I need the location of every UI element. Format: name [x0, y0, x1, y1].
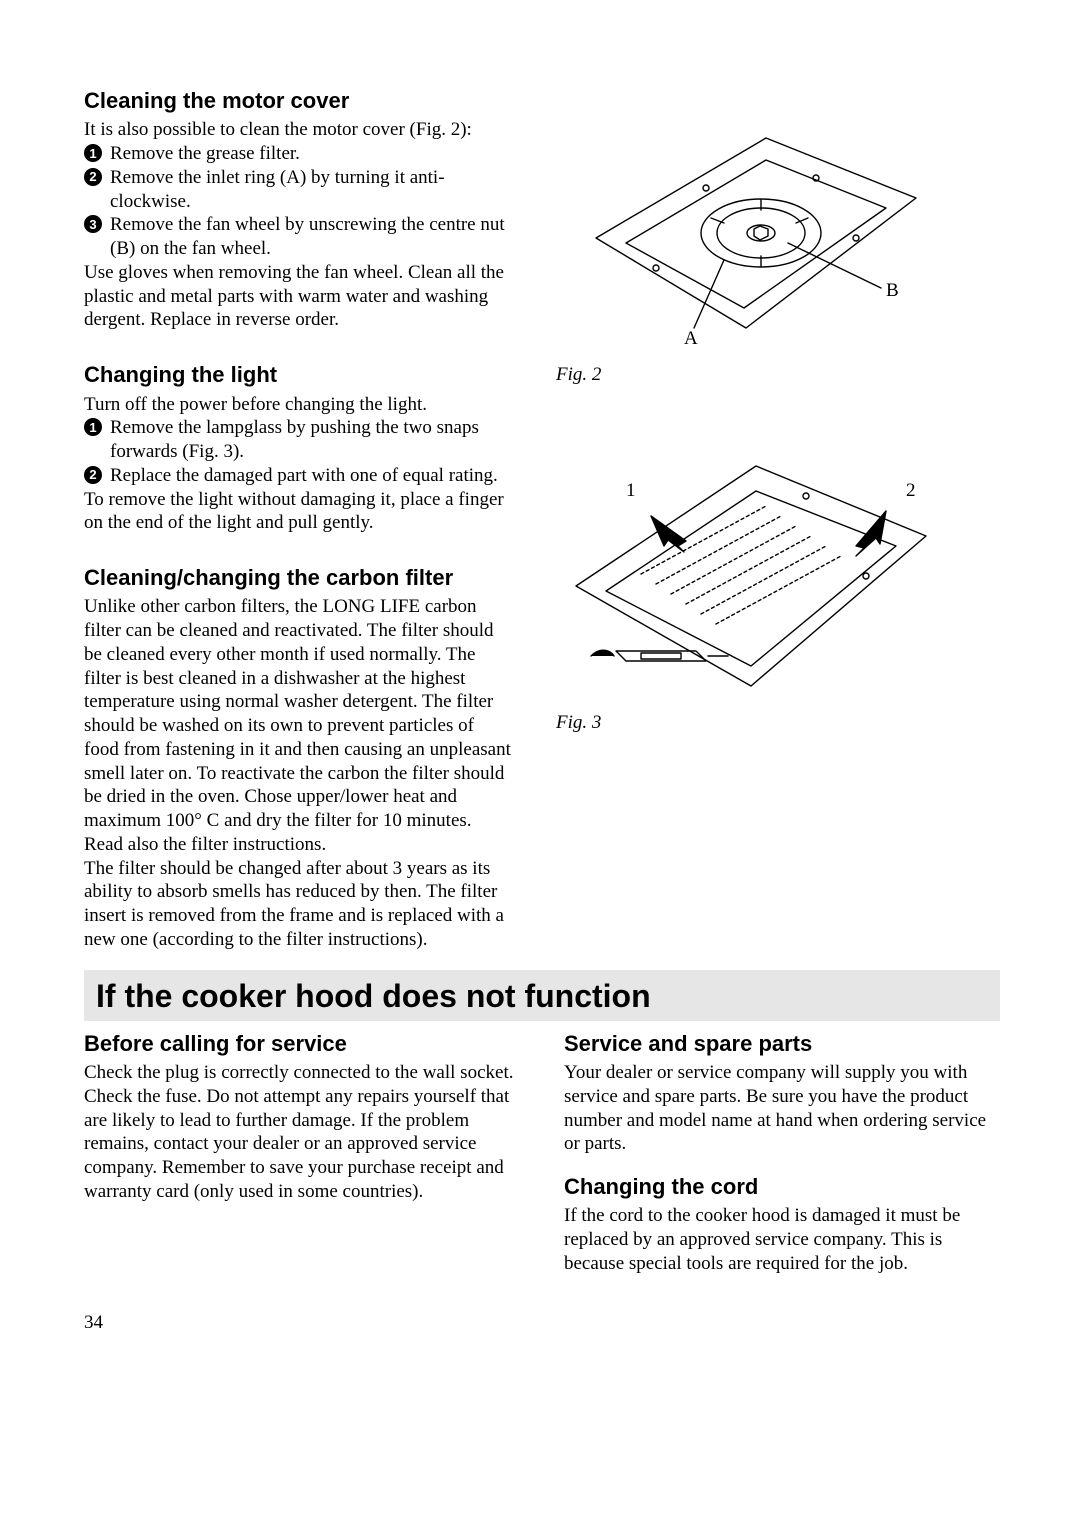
service-parts-body: Your dealer or service company will supp…: [564, 1061, 1000, 1156]
heading-changing-cord: Changing the cord: [564, 1174, 1000, 1200]
changing-cord-body: If the cord to the cooker hood is damage…: [564, 1204, 1000, 1275]
troubleshoot-banner: If the cooker hood does not function: [84, 970, 1000, 1021]
section-changing-light: Changing the light Turn off the power be…: [84, 362, 512, 535]
figure-2-label-b: B: [886, 280, 899, 301]
left-column: Cleaning the motor cover It is also poss…: [84, 88, 512, 952]
changing-light-intro: Turn off the power before changing the l…: [84, 393, 512, 417]
step-text: Remove the lampglass by pushing the two …: [110, 417, 479, 462]
section-motor-cover: Cleaning the motor cover It is also poss…: [84, 88, 512, 332]
figure-3-label-1: 1: [626, 480, 636, 501]
list-item: 2 Remove the inlet ring (A) by turning it…: [84, 166, 512, 214]
lower-columns: Before calling for service Check the plu…: [84, 1031, 1000, 1276]
banner-title: If the cooker hood does not function: [96, 978, 988, 1015]
before-service-body: Check the plug is correctly connected to…: [84, 1061, 520, 1204]
section-carbon-filter: Cleaning/changing the carbon filter Unli…: [84, 565, 512, 952]
motor-cover-steps: 1 Remove the grease filter. 2 Remove the i…: [84, 142, 512, 261]
step-number-icon: 1: [84, 418, 102, 436]
right-column: A B Fig. 2: [556, 88, 1000, 952]
lower-right-column: Service and spare parts Your dealer or s…: [564, 1031, 1000, 1276]
figure-2-svg: A B: [556, 128, 936, 358]
motor-cover-outro: Use gloves when removing the fan wheel. …: [84, 261, 512, 332]
figure-3-caption: Fig. 3: [556, 712, 1000, 734]
list-item: 3 Remove the fan wheel by unscrewing the …: [84, 213, 512, 261]
step-text: Remove the grease filter.: [110, 143, 300, 164]
step-number-icon: 2: [84, 168, 102, 186]
carbon-filter-p1: Unlike other carbon filters, the LONG LI…: [84, 595, 512, 856]
figure-3-label-2: 2: [906, 480, 916, 501]
changing-light-steps: 1 Remove the lampglass by pushing the two…: [84, 416, 512, 487]
upper-columns: Cleaning the motor cover It is also poss…: [84, 88, 1000, 952]
list-item: 1 Remove the grease filter.: [84, 142, 512, 166]
step-text: Remove the fan wheel by unscrewing the c…: [110, 214, 505, 259]
figure-2-caption: Fig. 2: [556, 364, 1000, 386]
heading-before-service: Before calling for service: [84, 1031, 520, 1057]
heading-carbon-filter: Cleaning/changing the carbon filter: [84, 565, 512, 591]
list-item: 2 Replace the damaged part with one of eq…: [84, 464, 512, 488]
figure-3: 1 2 Fig. 3: [556, 456, 1000, 734]
carbon-filter-p2: The filter should be changed after about…: [84, 857, 512, 952]
heading-service-parts: Service and spare parts: [564, 1031, 1000, 1057]
step-text: Replace the damaged part with one of equ…: [110, 465, 498, 486]
list-item: 1 Remove the lampglass by pushing the two…: [84, 416, 512, 464]
step-number-icon: 1: [84, 144, 102, 162]
step-text: Remove the inlet ring (A) by turning it …: [110, 167, 445, 212]
page-number: 34: [84, 1312, 1000, 1334]
heading-changing-light: Changing the light: [84, 362, 512, 388]
heading-motor-cover: Cleaning the motor cover: [84, 88, 512, 114]
step-number-icon: 2: [84, 466, 102, 484]
changing-light-outro: To remove the light without damaging it,…: [84, 488, 512, 536]
figure-3-svg: 1 2: [556, 456, 936, 706]
step-number-icon: 3: [84, 215, 102, 233]
figure-2-label-a: A: [684, 328, 698, 349]
motor-cover-intro: It is also possible to clean the motor c…: [84, 118, 512, 142]
lower-left-column: Before calling for service Check the plu…: [84, 1031, 520, 1276]
figure-2: A B Fig. 2: [556, 128, 1000, 386]
